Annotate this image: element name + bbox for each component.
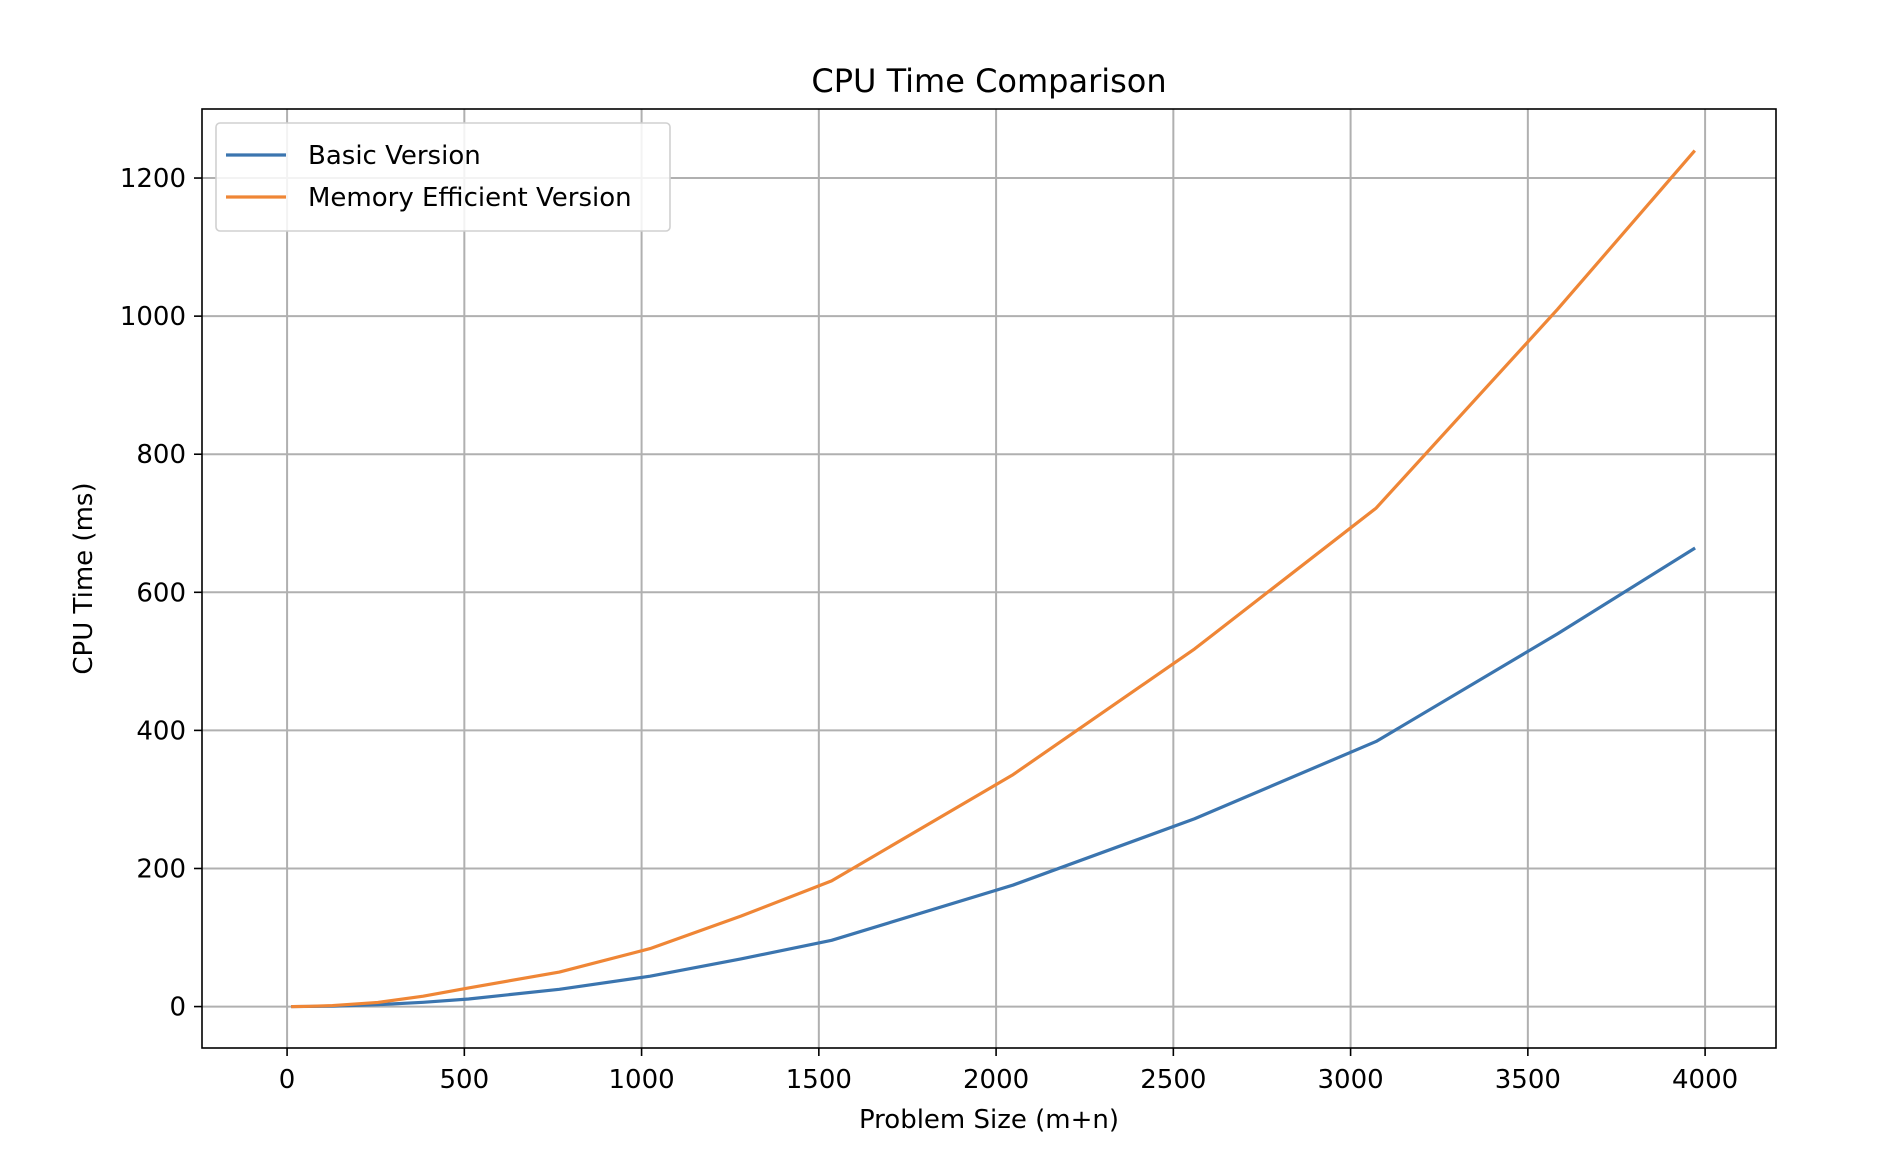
x-axis-label: Problem Size (m+n): [859, 1105, 1119, 1135]
y-tick-label: 0: [169, 993, 186, 1023]
plot-frame: [201, 108, 1777, 1049]
x-tick-label: 1500: [786, 1065, 852, 1095]
y-tick-label: 1200: [120, 164, 186, 194]
x-tick-label: 2500: [1140, 1065, 1206, 1095]
legend: Basic Version Memory Efficient Version: [215, 122, 671, 232]
series-line-basic-version: [291, 546, 1696, 1009]
y-axis-label: CPU Time (ms): [69, 482, 99, 674]
x-tick-label: 0: [279, 1065, 296, 1095]
x-tick-label: 2000: [963, 1065, 1029, 1095]
axis-ticks: 0 500 1000 1500 2000 2500 3000 3500 4000 0 200 400 6…: [120, 164, 1738, 1095]
legend-label: Basic Version: [308, 141, 481, 171]
x-tick-label: 1000: [608, 1065, 674, 1095]
x-tick-label: 3000: [1318, 1065, 1384, 1095]
x-tick-label: 4000: [1672, 1065, 1738, 1095]
x-tick-label: 500: [440, 1065, 490, 1095]
y-tick-label: 200: [136, 854, 186, 884]
series-lines: [291, 149, 1697, 1009]
grid-lines: [202, 109, 1776, 1048]
y-tick-label: 600: [136, 578, 186, 608]
x-tick-label: 3500: [1495, 1065, 1561, 1095]
chart-title: CPU Time Comparison: [811, 62, 1166, 100]
series-line-memory-efficient-version: [291, 149, 1697, 1009]
y-tick-label: 1000: [120, 302, 186, 332]
y-tick-label: 800: [136, 440, 186, 470]
legend-box: [215, 122, 671, 232]
y-tick-label: 400: [136, 716, 186, 746]
legend-label: Memory Efficient Version: [308, 183, 632, 213]
